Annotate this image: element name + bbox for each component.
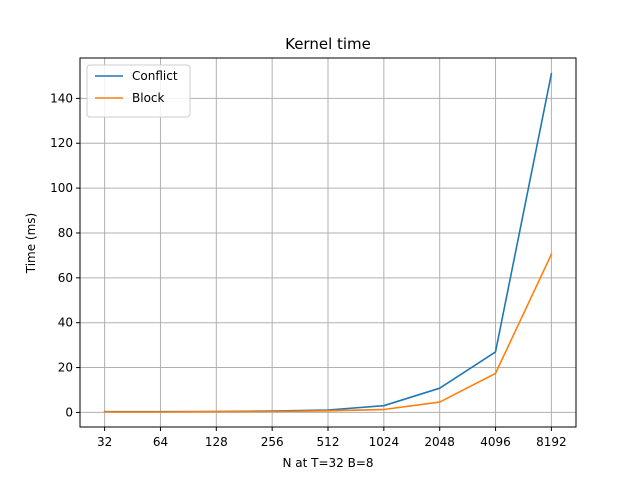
series-line-block: [103, 253, 553, 413]
y-tick-label: 120: [50, 136, 73, 150]
y-tick-label: 40: [58, 316, 73, 330]
y-tick-label: 20: [58, 361, 73, 375]
x-tick-label: 128: [205, 435, 228, 449]
legend: Conflict Block: [86, 64, 191, 118]
x-tick-label: 8192: [536, 435, 567, 449]
y-tick-label: 140: [50, 91, 73, 105]
legend-label: Block: [132, 91, 165, 105]
x-tick-label: 2048: [424, 435, 455, 449]
chart-title: Kernel time: [285, 35, 371, 53]
x-tick-label: 256: [261, 435, 284, 449]
x-axis-label: N at T=32 B=8: [282, 456, 373, 470]
series-lines: [103, 72, 553, 413]
x-tick-label: 1024: [369, 435, 400, 449]
x-tick-label: 4096: [480, 435, 511, 449]
legend-label: Conflict: [132, 69, 178, 83]
x-tick-label: 64: [153, 435, 168, 449]
x-axis-ticks: 32 64 128 256 512 1024 2048 4096 8192: [97, 427, 567, 449]
grid: [80, 58, 576, 427]
x-tick-label: 32: [97, 435, 112, 449]
y-tick-label: 100: [50, 181, 73, 195]
y-axis-label: Time (ms): [24, 213, 38, 275]
y-tick-label: 60: [58, 271, 73, 285]
legend-box: [86, 64, 191, 118]
y-tick-label: 0: [65, 405, 73, 419]
x-tick-label: 512: [317, 435, 340, 449]
y-tick-label: 80: [58, 226, 73, 240]
y-axis-ticks: 0 20 40 60 80 100 120 140: [50, 91, 80, 419]
